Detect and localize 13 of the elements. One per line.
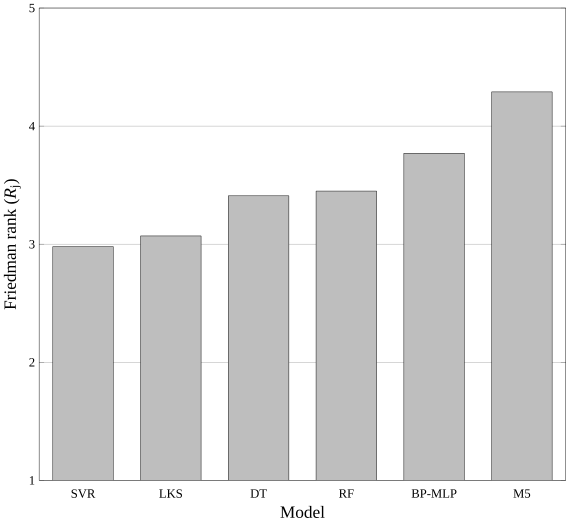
y-axis-title: Friedman rank (R$_{j}$) bbox=[4, 179, 21, 310]
y-tick-label: 5 bbox=[30, 4, 35, 12]
x-tick-label: M5 bbox=[513, 489, 530, 498]
x-tick-label: LKS bbox=[159, 489, 182, 498]
y-tick-label: 1 bbox=[30, 476, 34, 485]
y-tick-label: 3 bbox=[29, 240, 35, 249]
x-tick-label: SVR bbox=[72, 489, 96, 498]
y-tick-label: 2 bbox=[29, 358, 34, 367]
x-tick-label: DT bbox=[250, 489, 267, 498]
y-tick-label: 4 bbox=[29, 122, 35, 130]
x-tick-label: BP-MLP bbox=[412, 489, 456, 498]
x-tick-label: RF bbox=[338, 489, 354, 498]
x-axis-title: Model bbox=[280, 506, 325, 518]
